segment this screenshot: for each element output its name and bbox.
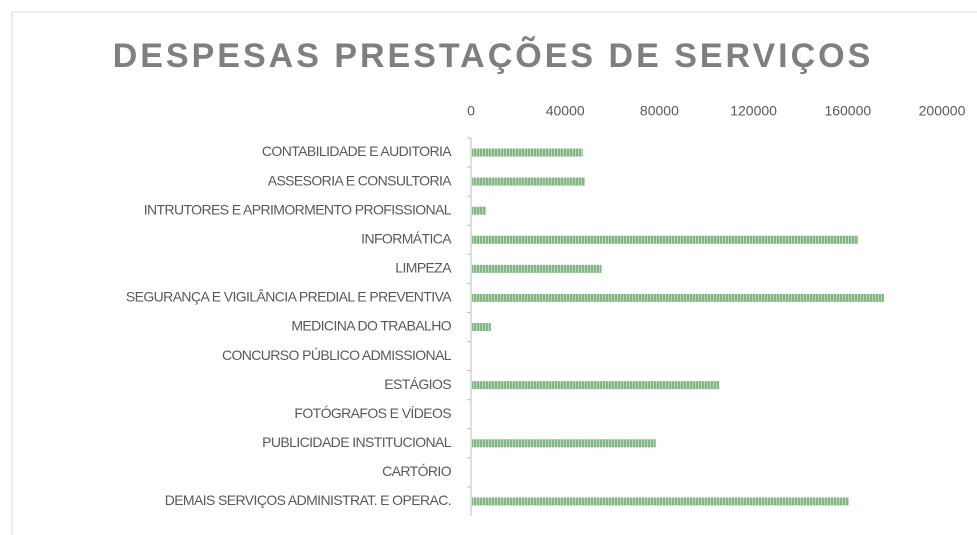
bar-texture xyxy=(472,148,583,157)
bar-texture xyxy=(472,323,491,331)
y-tick-label: INTRUTORES E APRIMORMENTO PROFISSIONAL xyxy=(144,201,452,217)
y-tick-label: PUBLICIDADE INSTITUCIONAL xyxy=(262,434,452,450)
y-tick-label: CONTABILIDADE E AUDITORIA xyxy=(262,143,452,159)
bar-texture xyxy=(472,497,849,506)
y-tick-label: ESTÁGIOS xyxy=(384,376,451,392)
bar-texture xyxy=(472,381,720,390)
y-tick-label: DEMAIS SERVIÇOS ADMINISTRAT. E OPERAC. xyxy=(165,492,451,508)
y-tick-label: CARTÓRIO xyxy=(382,463,452,479)
bar-texture xyxy=(472,206,487,215)
y-tick-label: LIMPEZA xyxy=(395,260,452,276)
y-tick-label: CONCURSO PÚBLICO ADMISSIONAL xyxy=(222,347,452,363)
y-tick-label: MEDICINA DO TRABALHO xyxy=(291,318,451,334)
x-tick-label: 40000 xyxy=(546,103,585,119)
x-tick-label: 120000 xyxy=(730,103,777,119)
x-tick-label: 80000 xyxy=(640,103,679,119)
y-tick-label: INFORMÁTICA xyxy=(361,230,452,246)
x-tick-label: 200000 xyxy=(919,103,966,119)
bar-texture xyxy=(472,235,859,244)
chart-title: DESPESAS PRESTAÇÕES DE SERVIÇOS xyxy=(113,37,874,75)
x-tick-label: 0 xyxy=(467,103,475,119)
chart-frame xyxy=(11,11,977,535)
y-tick-label: SEGURANÇA E VIGILÂNCIA PREDIAL E PREVENT… xyxy=(126,289,452,305)
bar-texture xyxy=(472,439,656,448)
y-tick-label: ASSESORIA E CONSULTORIA xyxy=(268,172,453,188)
bar-texture xyxy=(472,264,602,273)
bar-texture xyxy=(472,177,586,186)
x-tick-label: 160000 xyxy=(824,103,871,119)
y-tick-label: FOTÓGRAFOS E VÍDEOS xyxy=(294,405,451,421)
bar-texture xyxy=(472,293,885,302)
